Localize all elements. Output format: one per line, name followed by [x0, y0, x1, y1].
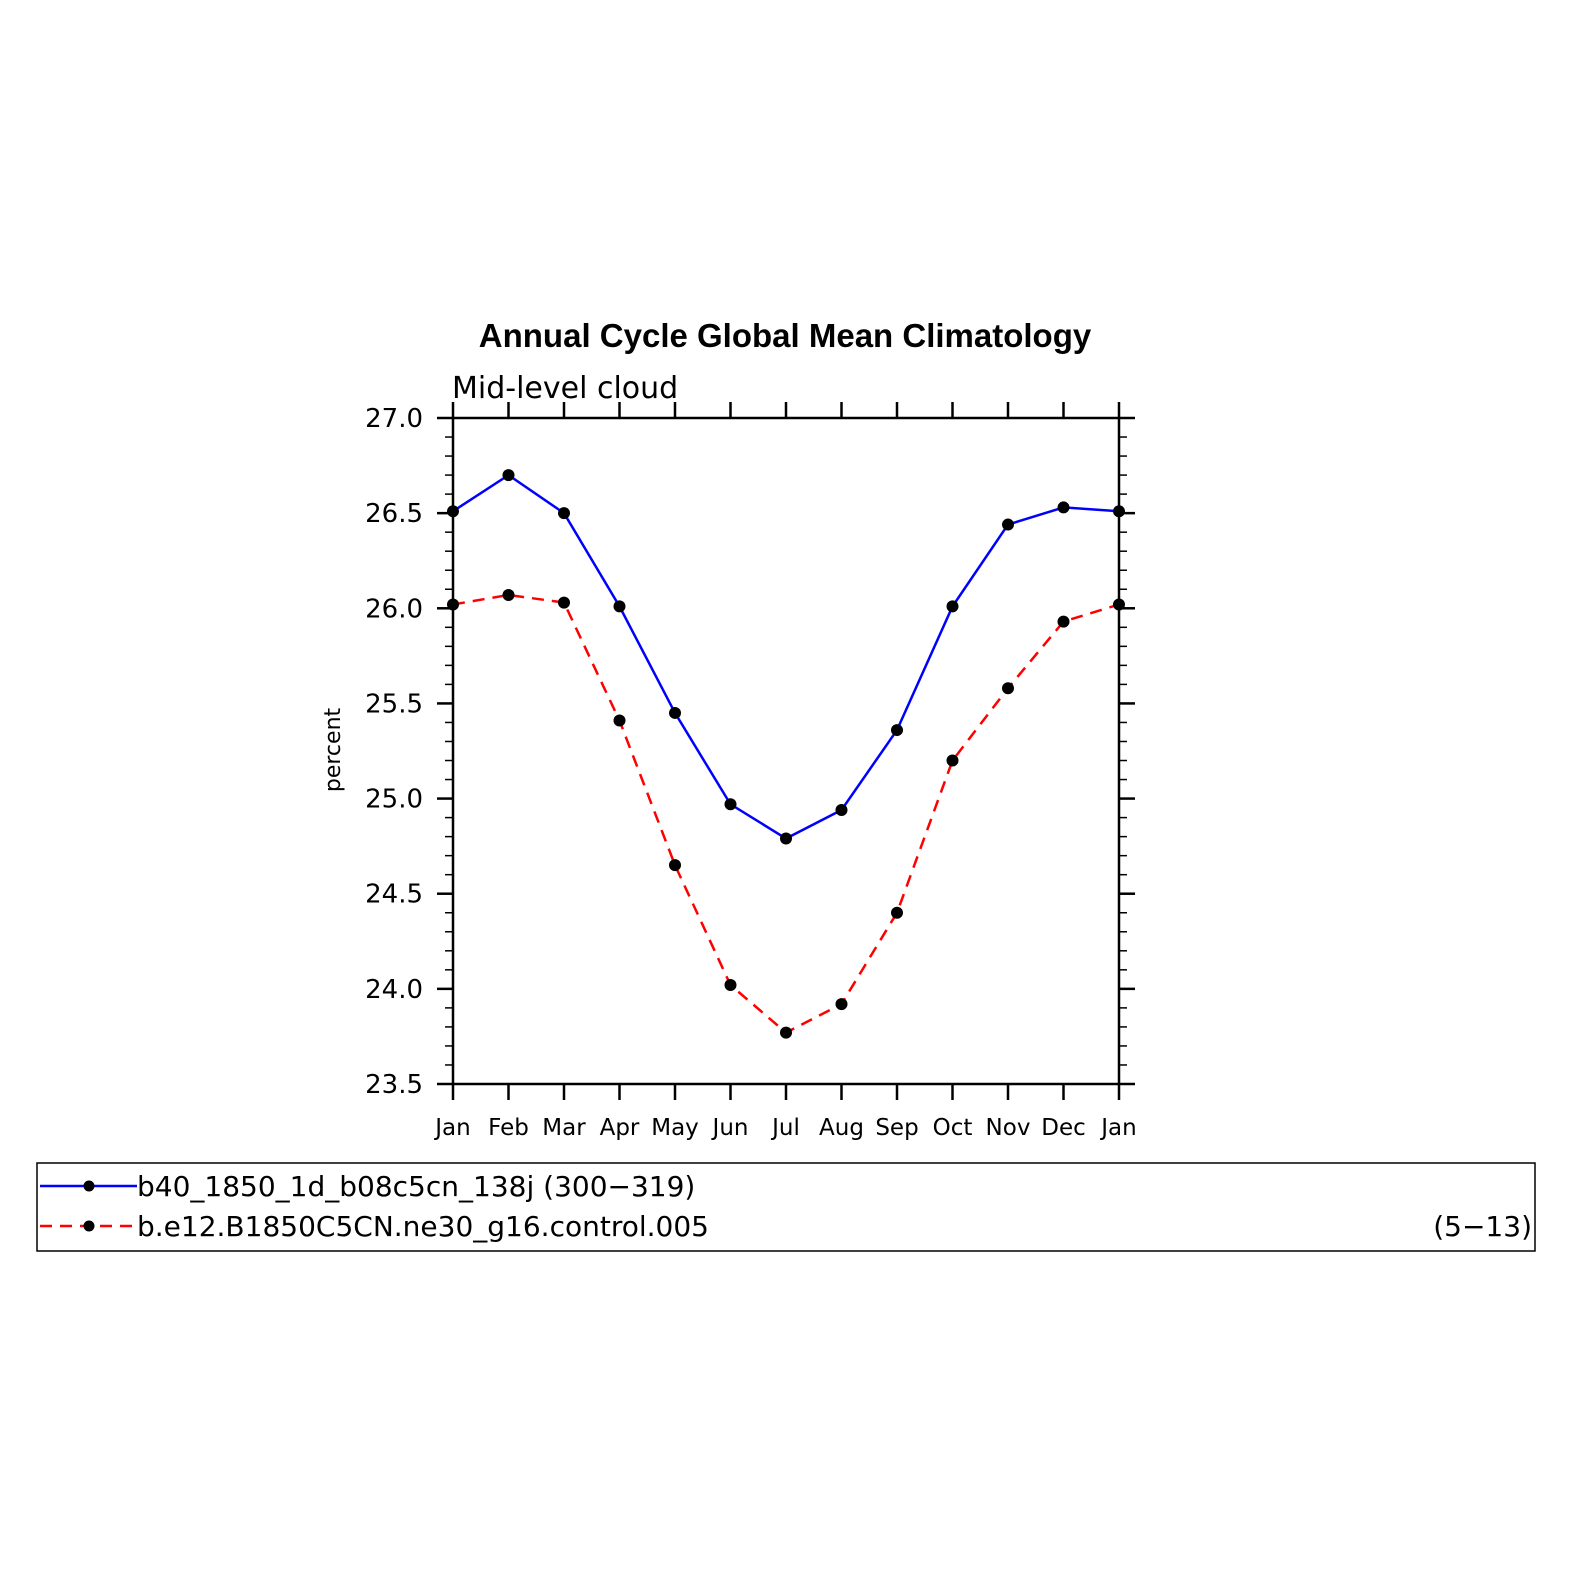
chart-title: Annual Cycle Global Mean Climatology — [479, 317, 1092, 354]
y-tick-label: 24.5 — [365, 880, 423, 910]
series-1-point — [891, 724, 903, 737]
x-tick-label: Jan — [433, 1115, 470, 1141]
series-1-point — [946, 600, 959, 613]
series-1-point — [724, 798, 737, 811]
y-tick-label: 27.0 — [365, 404, 423, 434]
y-tick-label: 24.0 — [365, 975, 423, 1005]
x-tick-label: Oct — [933, 1115, 973, 1141]
x-tick-label: Nov — [986, 1115, 1031, 1141]
axes: 23.5 24.0 24.5 25.0 25.5 26.0 26.5 27.0 Jan Feb Ma… — [365, 402, 1137, 1141]
plot-frame — [451, 416, 1121, 1086]
series-2-point — [780, 1026, 792, 1039]
series-2-point — [724, 979, 737, 992]
legend-marker-2 — [83, 1220, 95, 1232]
y-tick-label: 25.5 — [365, 689, 423, 719]
legend: b40_1850_1d_b08c5cn_138j (300−319) b.e12… — [36, 1162, 1536, 1252]
x-tick-label: Sep — [875, 1115, 918, 1141]
y-tick-label: 26.5 — [365, 499, 423, 529]
series-2-point — [946, 754, 959, 767]
series-1-point — [835, 803, 848, 816]
series-2-point — [835, 998, 848, 1011]
y-tick-label: 26.0 — [365, 594, 423, 624]
series-1-point — [780, 832, 792, 845]
x-tick-label: Jul — [770, 1115, 800, 1141]
series-1-point — [1057, 501, 1070, 514]
legend-label-2: b.e12.B1850C5CN.ne30_g16.control.005 — [137, 1210, 709, 1243]
series-1-point — [502, 469, 515, 482]
series-layer — [447, 469, 1125, 1039]
series-2-point — [613, 714, 626, 727]
x-tick-label: Aug — [819, 1115, 864, 1141]
series-line-1 — [452, 473, 1120, 840]
legend-marker-1 — [83, 1180, 95, 1192]
y-axis-label: percent — [321, 707, 346, 792]
legend-label-1: b40_1850_1d_b08c5cn_138j (300−319) — [137, 1170, 695, 1203]
y-tick-label: 25.0 — [365, 785, 423, 815]
series-line-2 — [452, 593, 1120, 1035]
x-tick-label: Apr — [600, 1115, 640, 1141]
series-2-point — [558, 596, 570, 609]
legend-entry-2: b.e12.B1850C5CN.ne30_g16.control.005 (5−… — [40, 1210, 1532, 1243]
legend-entry-1: b40_1850_1d_b08c5cn_138j (300−319) — [40, 1170, 695, 1203]
x-tick-label: Jan — [1099, 1115, 1136, 1141]
x-tick-label: Dec — [1041, 1115, 1086, 1141]
y-tick-label: 23.5 — [365, 1070, 423, 1100]
x-tick-label: Feb — [488, 1115, 529, 1141]
series-1-point — [558, 507, 570, 520]
series-2-point — [1057, 615, 1070, 628]
legend-box — [36, 1162, 1536, 1252]
x-tick-label: Jun — [711, 1115, 749, 1141]
series-2-point — [1002, 682, 1014, 695]
chart-subtitle: Mid-level cloud — [452, 371, 678, 406]
series-1-point — [1002, 518, 1014, 531]
series-1-point — [613, 600, 626, 613]
x-tick-label: May — [651, 1115, 699, 1141]
legend-years-2: (5−13) — [1433, 1210, 1532, 1243]
x-tick-label: Mar — [542, 1115, 586, 1141]
series-2-point — [669, 859, 681, 872]
series-1-point — [669, 706, 681, 719]
series-2-point — [502, 588, 515, 601]
series-2-point — [891, 906, 903, 919]
